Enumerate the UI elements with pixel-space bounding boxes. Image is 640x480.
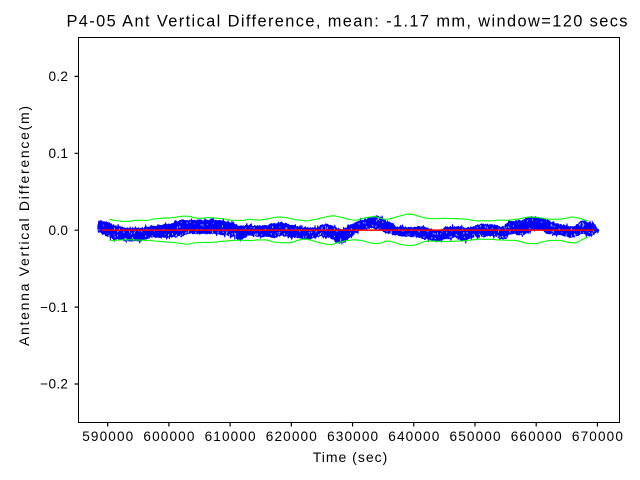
- svg-text:590000: 590000: [82, 429, 133, 444]
- svg-text:Time (sec): Time (sec): [313, 449, 388, 465]
- svg-text:660000: 660000: [511, 429, 562, 444]
- svg-text:Antenna Vertical Difference(m): Antenna Vertical Difference(m): [16, 106, 32, 346]
- svg-text:600000: 600000: [143, 429, 194, 444]
- svg-text:610000: 610000: [205, 429, 256, 444]
- svg-text:650000: 650000: [450, 429, 501, 444]
- svg-text:670000: 670000: [572, 429, 623, 444]
- svg-text:620000: 620000: [266, 429, 317, 444]
- svg-text:0.1: 0.1: [48, 146, 68, 161]
- svg-text:−0.2: −0.2: [40, 377, 68, 392]
- svg-text:640000: 640000: [388, 429, 439, 444]
- svg-text:−0.1: −0.1: [40, 300, 68, 315]
- svg-text:0.0: 0.0: [48, 223, 68, 238]
- svg-text:P4-05 Ant Vertical Difference,: P4-05 Ant Vertical Difference, mean: -1.…: [67, 12, 628, 30]
- svg-text:630000: 630000: [327, 429, 378, 444]
- svg-text:0.2: 0.2: [48, 69, 68, 84]
